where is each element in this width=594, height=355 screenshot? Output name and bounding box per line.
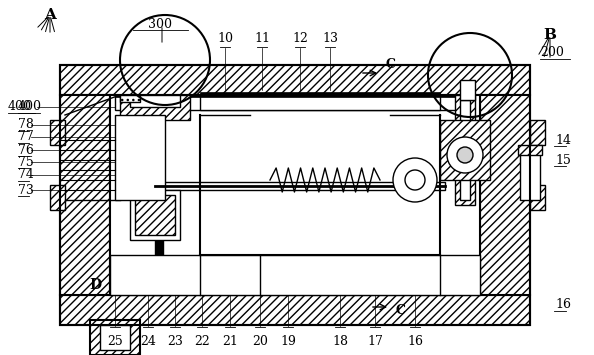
Bar	[60, 65, 530, 95]
Text: 14: 14	[555, 133, 571, 147]
Text: 21: 21	[222, 335, 238, 348]
Bar	[155, 182, 445, 190]
Text: 73: 73	[18, 184, 34, 197]
Text: A: A	[44, 8, 56, 22]
Bar	[110, 255, 480, 295]
Text: 77: 77	[18, 131, 34, 143]
Text: 17: 17	[367, 335, 383, 348]
Bar	[200, 92, 440, 97]
Text: 11: 11	[254, 32, 270, 45]
Text: C: C	[395, 305, 405, 317]
Bar	[115, 95, 470, 110]
Text: 16: 16	[407, 335, 423, 348]
Bar	[520, 150, 540, 200]
Bar	[50, 120, 65, 145]
Text: 74: 74	[18, 169, 34, 181]
Bar	[50, 185, 65, 210]
Bar	[60, 95, 110, 295]
Bar	[130, 95, 180, 107]
Circle shape	[457, 147, 473, 163]
Text: 10: 10	[217, 32, 233, 45]
Bar	[440, 120, 490, 180]
Text: 20: 20	[252, 335, 268, 348]
Bar	[530, 120, 545, 145]
Bar	[110, 95, 480, 295]
Bar	[455, 95, 475, 205]
Bar	[480, 95, 530, 295]
Text: 400: 400	[8, 100, 32, 114]
Bar	[100, 325, 130, 350]
Bar	[90, 320, 140, 355]
Bar	[120, 95, 140, 102]
Bar	[460, 100, 470, 200]
Circle shape	[393, 158, 437, 202]
Text: 75: 75	[18, 155, 34, 169]
Text: 19: 19	[280, 335, 296, 348]
Text: 400: 400	[18, 100, 42, 114]
Text: 25: 25	[107, 335, 123, 348]
Bar	[530, 185, 545, 210]
Bar	[120, 95, 190, 120]
Text: 13: 13	[322, 32, 338, 45]
Bar	[200, 95, 440, 110]
Bar	[115, 95, 470, 97]
Bar	[115, 115, 165, 200]
Bar	[155, 100, 163, 295]
Text: C: C	[385, 59, 395, 71]
Text: 76: 76	[18, 143, 34, 157]
Text: 18: 18	[332, 335, 348, 348]
Text: 15: 15	[555, 153, 571, 166]
Text: 78: 78	[18, 119, 34, 131]
Text: 22: 22	[194, 335, 210, 348]
Text: 12: 12	[292, 32, 308, 45]
Text: 300: 300	[148, 18, 172, 32]
Text: 24: 24	[140, 335, 156, 348]
Text: D: D	[89, 278, 101, 292]
Bar	[460, 80, 475, 100]
Bar	[135, 195, 175, 235]
Circle shape	[447, 137, 483, 173]
Text: 200: 200	[540, 47, 564, 60]
Text: 16: 16	[555, 299, 571, 311]
Text: 23: 23	[167, 335, 183, 348]
Bar	[60, 295, 530, 325]
Bar	[518, 145, 542, 155]
Text: B: B	[544, 28, 557, 42]
Bar	[60, 65, 530, 325]
Bar	[130, 190, 180, 240]
